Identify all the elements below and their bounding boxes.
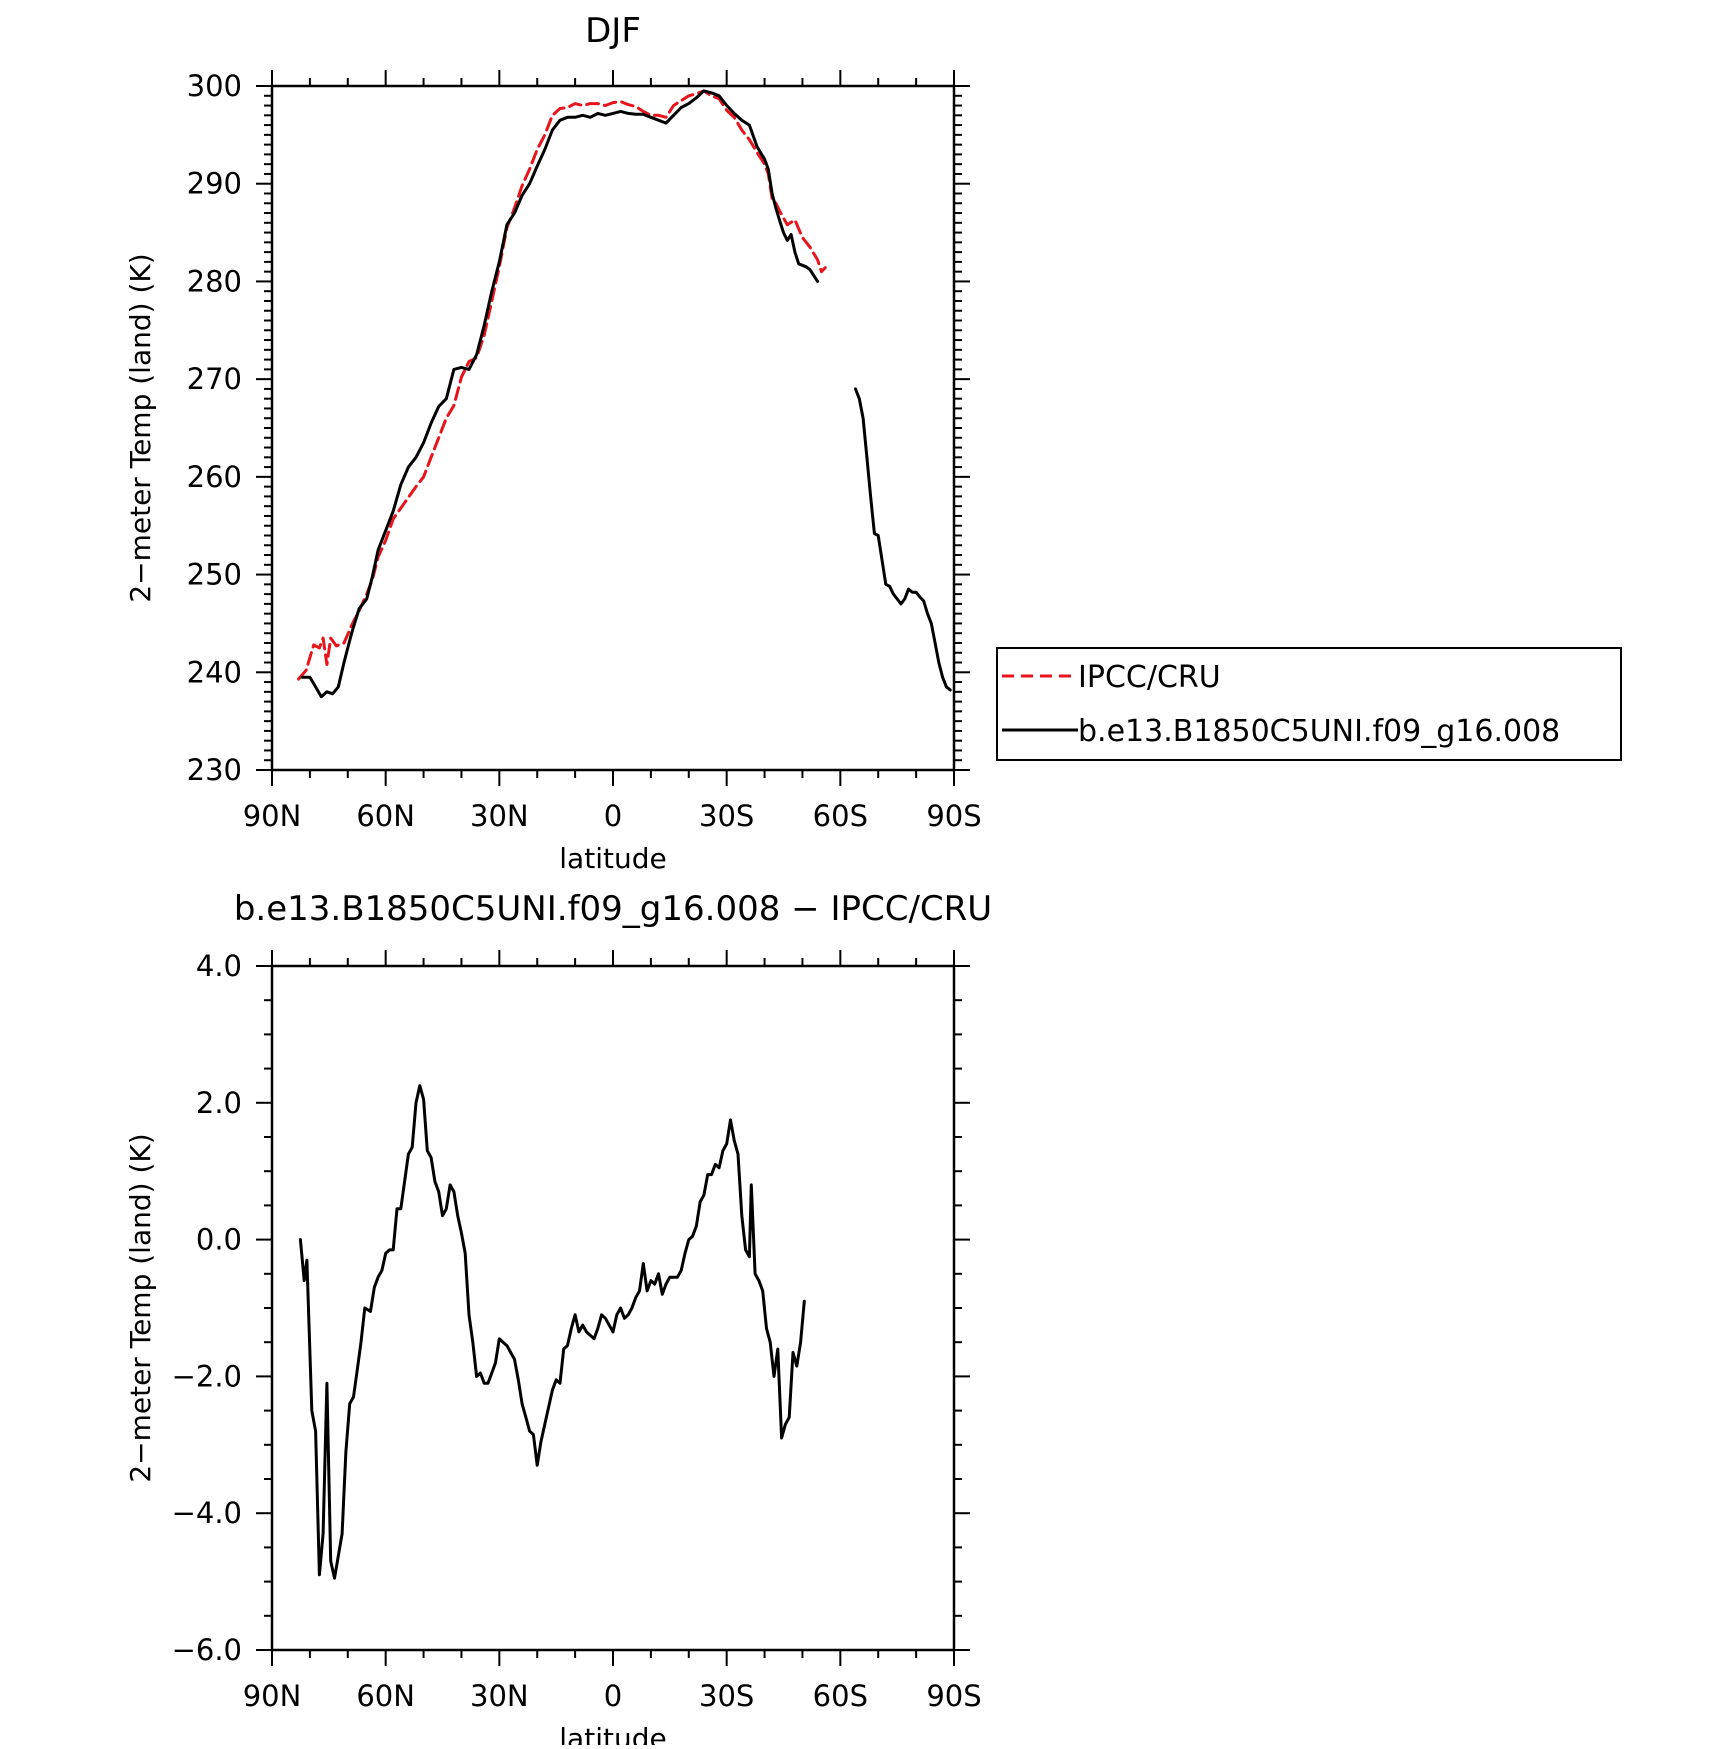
x-tick-label: 60S <box>813 1679 868 1713</box>
y-tick-label: 290 <box>187 167 242 201</box>
y-tick-label: −6.0 <box>172 1633 242 1667</box>
top-panel-y-axis-label: 2−meter Temp (land) (K) <box>124 253 157 602</box>
top-panel-title: DJF <box>585 11 641 51</box>
series-line-0-segment-0 <box>298 1084 806 1580</box>
bottom-panel-y-axis-label: 2−meter Temp (land) (K) <box>124 1133 157 1482</box>
y-tick-label: −2.0 <box>172 1359 242 1393</box>
y-tick-label: 250 <box>187 558 242 592</box>
x-tick-label: 90N <box>243 799 302 833</box>
top-panel-ticks: 90N 60N 30N 0 30S 60S 90S 230 240 250 260 270 280 290… <box>187 69 982 833</box>
series-line-1-segment-0 <box>300 89 820 699</box>
y-tick-label: 270 <box>187 362 242 396</box>
series-line-1-segment-1 <box>854 387 952 692</box>
top-panel-frame <box>270 84 956 772</box>
x-tick-label: 0 <box>604 799 622 833</box>
bottom-panel: b.e13.B1850C5UNI.f09_g16.008 − IPCC/CRU … <box>124 889 992 1749</box>
y-tick-label: 4.0 <box>196 949 242 983</box>
y-tick-label: 280 <box>187 264 242 298</box>
bottom-panel-frame <box>270 964 956 1652</box>
x-tick-label: 60N <box>356 1679 415 1713</box>
bottom-panel-title: b.e13.B1850C5UNI.f09_g16.008 − IPCC/CRU <box>234 889 992 929</box>
x-tick-label: 90N <box>243 1679 302 1713</box>
legend-label-ipcc-cru: IPCC/CRU <box>1078 660 1221 695</box>
y-tick-label: −4.0 <box>172 1496 242 1530</box>
top-panel-series <box>297 89 952 699</box>
y-tick-label: 2.0 <box>196 1086 242 1120</box>
y-tick-label: 240 <box>187 655 242 689</box>
legend-box <box>996 647 1622 761</box>
x-tick-label: 0 <box>604 1679 622 1713</box>
top-panel-x-axis-label: latitude <box>559 842 666 875</box>
legend: IPCC/CRU b.e13.B1850C5UNI.f09_g16.008 <box>996 647 1622 761</box>
y-tick-label: 260 <box>187 460 242 494</box>
x-tick-label: 90S <box>926 1679 981 1713</box>
x-tick-label: 60S <box>813 799 868 833</box>
top-panel: DJF 2−meter Temp (land) (K) latitude 90N… <box>124 11 982 875</box>
x-tick-label: 30N <box>470 799 529 833</box>
x-tick-label: 30N <box>470 1679 529 1713</box>
legend-label-model: b.e13.B1850C5UNI.f09_g16.008 <box>1078 714 1560 749</box>
x-tick-label: 30S <box>699 799 754 833</box>
bottom-panel-ticks: 90N 60N 30N 0 30S 60S 90S −6.0 −4.0 −2.0 0.0 2.0 4.0 <box>172 949 982 1713</box>
x-tick-label: 90S <box>926 799 981 833</box>
bottom-panel-series <box>298 1084 806 1580</box>
x-tick-label: 30S <box>699 1679 754 1713</box>
y-tick-label: 0.0 <box>196 1223 242 1257</box>
y-tick-label: 300 <box>187 69 242 103</box>
y-tick-label: 230 <box>187 753 242 787</box>
series-line-0-segment-0 <box>297 89 827 681</box>
bottom-panel-x-axis-label: latitude <box>559 1722 666 1745</box>
x-tick-label: 60N <box>356 799 415 833</box>
